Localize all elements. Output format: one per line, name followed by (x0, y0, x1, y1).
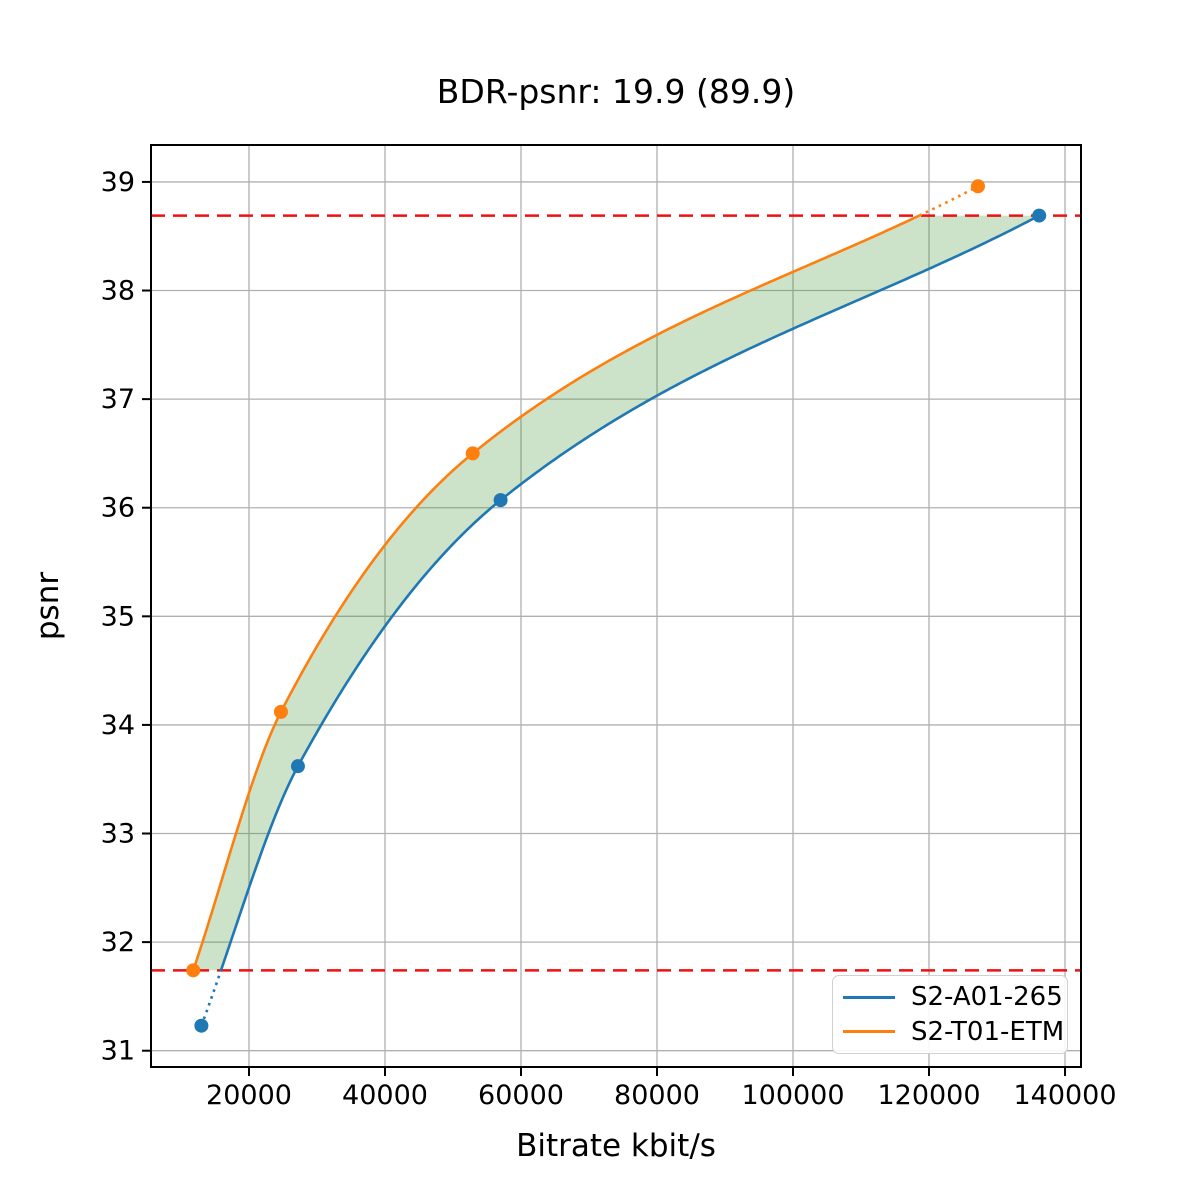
y-tick-label: 36 (101, 493, 135, 524)
legend: S2-A01-265 S2-T01-ETM (832, 975, 1068, 1054)
data-point-S2-T01-ETM (273, 704, 288, 719)
legend-line-sample (843, 1030, 895, 1034)
data-point-S2-T01-ETM (465, 446, 480, 461)
legend-label: S2-T01-ETM (911, 1016, 1065, 1047)
x-tick-label: 120000 (877, 1080, 980, 1111)
data-point-S2-A01-265 (194, 1018, 209, 1033)
x-axis-label: Bitrate kbit/s (516, 1128, 716, 1164)
data-point-S2-T01-ETM (970, 179, 985, 194)
series-t01-curve (191, 214, 920, 971)
series-a01-dotted (200, 969, 223, 1027)
series-a01-curve (219, 214, 1040, 971)
series-t01-dotted (918, 185, 979, 217)
x-tick-label: 100000 (741, 1080, 844, 1111)
data-point-markers (186, 179, 1047, 1033)
plot-border (150, 144, 1082, 1068)
gridlines (151, 145, 1081, 1067)
y-tick-label: 38 (101, 276, 135, 307)
data-point-S2-A01-265 (493, 493, 508, 508)
bd-shaded-area (193, 215, 1040, 971)
x-tick-label: 140000 (1013, 1080, 1116, 1111)
bd-bound-lines (151, 214, 1081, 972)
data-point-S2-A01-265 (290, 759, 305, 774)
chart-title: BDR-psnr: 19.9 (89.9) (436, 72, 796, 111)
y-tick-label: 34 (101, 710, 135, 741)
y-tick-label: 35 (101, 601, 135, 632)
data-point-S2-A01-265 (1032, 208, 1047, 223)
y-tick-label: 32 (101, 927, 135, 958)
x-tick-label: 40000 (342, 1080, 428, 1111)
legend-entry: S2-A01-265 (833, 982, 1067, 1012)
axes-spines (150, 144, 1082, 1068)
bd-area-polygon (193, 215, 1040, 971)
data-point-S2-T01-ETM (186, 963, 201, 978)
axis-ticks: 20000 40000 60000 80000 100000 120000 140000 31… (101, 167, 1117, 1111)
y-tick-label: 33 (101, 819, 135, 850)
x-tick-label: 60000 (478, 1080, 564, 1111)
y-tick-label: 37 (101, 384, 135, 415)
x-tick-label: 20000 (206, 1080, 292, 1111)
legend-entry: S2-T01-ETM (833, 1017, 1067, 1047)
legend-line-sample (843, 995, 895, 999)
x-tick-label: 80000 (614, 1080, 700, 1111)
legend-label: S2-A01-265 (911, 982, 1063, 1013)
rd-curves (191, 185, 1040, 1027)
y-tick-label: 31 (101, 1036, 135, 1067)
y-tick-label: 39 (101, 167, 135, 198)
